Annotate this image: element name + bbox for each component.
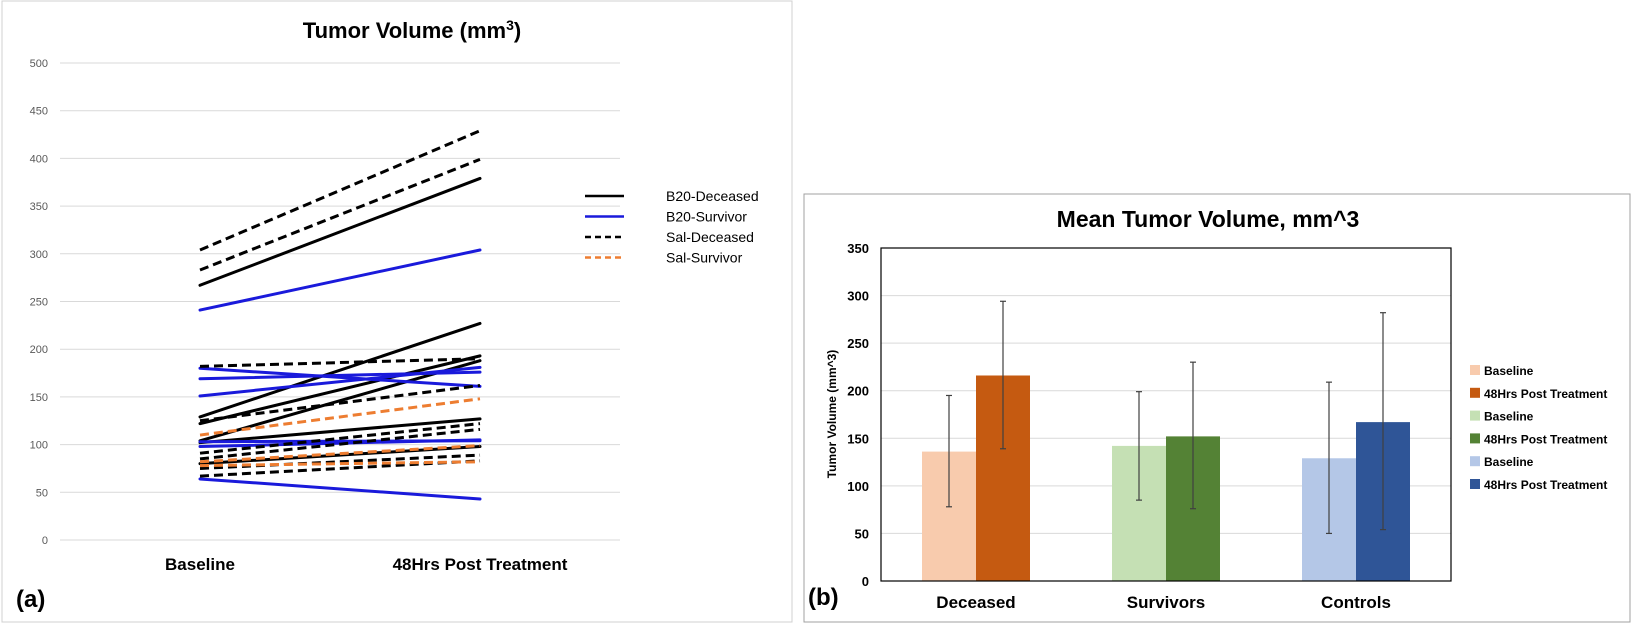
panel-a-border <box>1 0 793 623</box>
panel-a-series-line <box>198 417 482 445</box>
panel-a-y-tick-label: 450 <box>30 106 48 118</box>
panel-a-label: (a) <box>16 586 45 613</box>
panel-a-series-line <box>199 422 481 455</box>
panel-b-x-tick-label: Controls <box>1321 593 1391 612</box>
panel-a-series <box>198 129 482 501</box>
panel-a-y-tick-label: 50 <box>36 487 48 499</box>
panel-a-x-tick-label: 48Hrs Post Treatment <box>393 555 568 574</box>
panel-a-series-line <box>199 460 481 468</box>
panel-a-series-line <box>199 427 481 461</box>
panel-a-legend-label: Sal-Survivor <box>666 250 743 266</box>
panel-a-y-tick-label: 150 <box>30 392 48 404</box>
panel-a-x-tick-label: Baseline <box>165 555 235 574</box>
panel-b-y-axis-title: Tumor Volume (mm^3) <box>825 350 839 479</box>
panel-a-y-tick-label: 100 <box>30 440 48 452</box>
panel-a-series-line <box>198 366 482 388</box>
panel-b-x-tick-label: Survivors <box>1127 593 1205 612</box>
panel-a-series-line <box>198 321 482 419</box>
panel-a-y-tick-label: 300 <box>30 249 48 261</box>
panel-b-legend-label: Baseline <box>1484 410 1534 424</box>
panel-b-legend-swatch <box>1470 410 1480 421</box>
panel-a-y-tick-label: 0 <box>42 535 48 547</box>
panel-b-legend-label: 48Hrs Post Treatment <box>1484 478 1607 492</box>
panel-a-y-tick-label: 500 <box>30 58 48 70</box>
panel-a-legend-label: B20-Survivor <box>666 209 747 225</box>
panel-b-y-tick-label: 100 <box>847 479 869 494</box>
panel-b-y-tick-label: 250 <box>847 336 869 351</box>
panel-b-y-tick-label: 200 <box>847 384 869 399</box>
panel-a-gridlines <box>60 62 620 541</box>
panel-a-y-tick-label: 350 <box>30 201 48 213</box>
panel-a-series-line <box>198 477 482 501</box>
panel-a-legend-label: B20-Deceased <box>666 188 759 204</box>
panel-b-legend-label: 48Hrs Post Treatment <box>1484 432 1607 446</box>
panel-b: Mean Tumor Volume, mm^3 0 50 100 150 200 250 3… <box>803 193 1631 623</box>
panel-a-series-line <box>199 357 481 368</box>
panel-a-series-line <box>199 383 481 423</box>
panel-b-legend-label: Baseline <box>1484 364 1534 378</box>
panel-b-legend-swatch <box>1470 387 1480 398</box>
panel-b-x-axis: Deceased Survivors Controls <box>936 593 1391 612</box>
panel-b-error-bars <box>946 300 1386 535</box>
panel-a-series-line <box>199 459 481 478</box>
panel-b-legend-label: Baseline <box>1484 455 1534 469</box>
panel-b-y-tick-label: 300 <box>847 289 869 304</box>
panel-a-series-line <box>199 397 481 437</box>
panel-b-title: Mean Tumor Volume, mm^3 <box>1057 206 1360 232</box>
panel-b-y-tick-label: 150 <box>847 431 869 446</box>
panel-b-legend-swatch <box>1470 456 1480 467</box>
panel-b-legend-swatch <box>1470 433 1480 444</box>
panel-b-y-tick-label: 50 <box>855 526 869 541</box>
panel-a-series-line <box>199 444 481 464</box>
panel-b-x-tick-label: Deceased <box>936 593 1015 612</box>
panel-a-y-tick-label: 250 <box>30 297 48 309</box>
panel-a-series-line <box>198 354 482 426</box>
panel-a-series-line <box>199 129 481 252</box>
panel-b-legend: Baseline 48Hrs Post Treatment Baseline 48Hr… <box>1470 364 1607 492</box>
panel-b-label: (b) <box>808 584 839 611</box>
panel-a-title: Tumor Volume (mm3) <box>303 17 521 43</box>
panel-b-legend-swatch <box>1470 479 1480 489</box>
panel-a-series-line <box>198 365 482 398</box>
panel-a-series-line <box>199 157 481 272</box>
panel-a-y-tick-label: 200 <box>30 344 48 356</box>
panel-b-y-axis: 0 50 100 150 200 250 300 350 <box>847 241 869 589</box>
panel-a: Tumor Volume (mm3) 050100150200250300350… <box>1 0 793 623</box>
panel-a-y-axis: 0 50 100 150 200 250 300 350 400 450 500 <box>30 58 48 547</box>
panel-b-plot-frame <box>880 247 1452 582</box>
panel-a-y-tick-label: 400 <box>30 153 48 165</box>
panel-b-y-tick-label: 350 <box>847 241 869 256</box>
panel-b-y-tick-label: 0 <box>862 574 869 589</box>
panel-b-legend-label: 48Hrs Post Treatment <box>1484 387 1607 401</box>
panel-a-title-superscript: 3 <box>506 17 514 33</box>
panel-a-legend: B20-Deceased B20-Survivor Sal-Deceased Sal-… <box>585 188 759 266</box>
panel-a-series-line <box>198 248 482 312</box>
panel-b-legend-swatch <box>1470 365 1480 375</box>
panel-a-legend-label: Sal-Deceased <box>666 229 754 245</box>
panel-a-x-axis: Baseline 48Hrs Post Treatment <box>165 555 568 574</box>
panel-a-series-line <box>198 176 482 287</box>
